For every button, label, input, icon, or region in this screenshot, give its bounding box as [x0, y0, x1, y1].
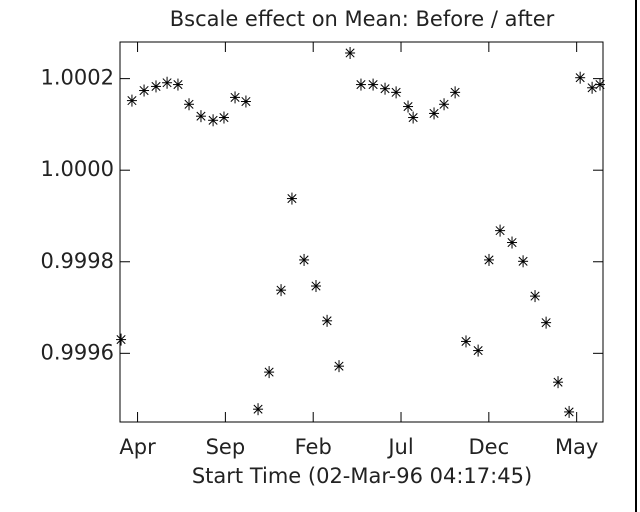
point	[507, 236, 518, 249]
point	[429, 107, 440, 120]
x-tick-label: Feb	[295, 435, 332, 459]
point	[408, 111, 419, 124]
point	[391, 86, 402, 99]
point	[322, 314, 333, 327]
point	[461, 335, 472, 348]
point	[553, 376, 564, 389]
point	[184, 98, 195, 111]
point	[368, 78, 379, 91]
x-tick-label: Apr	[119, 435, 156, 459]
point	[495, 224, 506, 237]
point	[162, 76, 173, 89]
x-tick-label: Sep	[206, 435, 246, 459]
point	[575, 71, 586, 84]
point	[380, 82, 391, 95]
point	[139, 84, 150, 97]
point	[253, 403, 264, 416]
point	[564, 405, 575, 418]
point	[230, 91, 241, 104]
point	[126, 94, 137, 107]
y-tick-label: 1.0002	[41, 66, 114, 90]
point	[276, 284, 287, 297]
chart-title: Bscale effect on Mean: Before / after	[170, 7, 555, 31]
point	[311, 280, 322, 293]
point	[218, 111, 229, 124]
point	[345, 46, 356, 59]
y-tick-label: 0.9998	[41, 249, 114, 273]
point	[286, 192, 297, 205]
point	[518, 255, 529, 268]
x-axis-title: Start Time (02-Mar-96 04:17:45)	[192, 464, 532, 488]
point	[530, 290, 541, 303]
x-tick-label: Dec	[469, 435, 510, 459]
point	[484, 253, 495, 266]
point	[151, 80, 162, 93]
point	[450, 86, 461, 99]
point	[195, 110, 206, 123]
point	[264, 366, 275, 379]
point	[541, 316, 552, 329]
point	[116, 333, 127, 346]
point	[208, 114, 219, 127]
point	[172, 78, 183, 91]
point	[334, 360, 345, 373]
point	[299, 253, 310, 266]
point	[355, 78, 366, 91]
plot-frame	[119, 41, 604, 423]
point	[439, 98, 450, 111]
x-tick-label: Jul	[386, 435, 413, 459]
y-tick-label: 1.0000	[41, 157, 114, 181]
point	[595, 78, 606, 91]
point	[587, 81, 598, 94]
y-tick-label: 0.9996	[41, 340, 114, 364]
point	[240, 95, 251, 108]
x-tick-label: May	[555, 435, 598, 459]
point	[473, 344, 484, 357]
point	[403, 100, 414, 113]
